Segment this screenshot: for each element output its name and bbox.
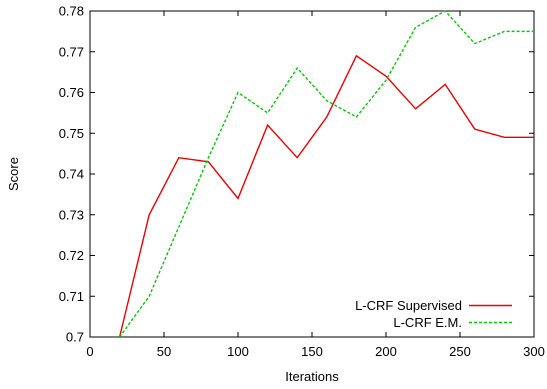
x-axis-label: Iterations — [285, 369, 339, 384]
x-tick-label: 150 — [301, 344, 323, 359]
y-tick-label: 0.76 — [59, 85, 84, 100]
y-tick-label: 0.75 — [59, 126, 84, 141]
plot-frame — [89, 10, 535, 338]
x-tick-label: 250 — [449, 344, 471, 359]
series-line-em — [119, 10, 534, 338]
data-lines — [118, 10, 534, 338]
y-tick-label: 0.73 — [59, 207, 84, 222]
y-tick-label: 0.7 — [66, 330, 84, 345]
x-tick-label: 50 — [157, 344, 171, 359]
y-tick-label: 0.72 — [59, 248, 84, 263]
y-tick-label: 0.74 — [59, 167, 84, 182]
x-tick-label: 0 — [86, 344, 93, 359]
x-tick-label: 300 — [523, 344, 545, 359]
y-axis-label: Score — [6, 157, 21, 191]
series-line-supervised — [118, 54, 534, 338]
y-tick-label: 0.78 — [59, 4, 84, 19]
x-tick-label: 100 — [227, 344, 249, 359]
legend: L-CRF Supervised L-CRF E.M. — [355, 298, 512, 330]
y-tick-label: 0.77 — [59, 44, 84, 59]
x-tick-label: 200 — [375, 344, 397, 359]
axis-ticks: 0 50 100 150 200 250 300 0.7 0.71 0.72 0.73 0.74 0.7… — [59, 4, 545, 360]
y-tick-label: 0.71 — [59, 289, 84, 304]
legend-label-em: L-CRF E.M. — [393, 315, 462, 330]
legend-label-supervised: L-CRF Supervised — [355, 298, 462, 313]
